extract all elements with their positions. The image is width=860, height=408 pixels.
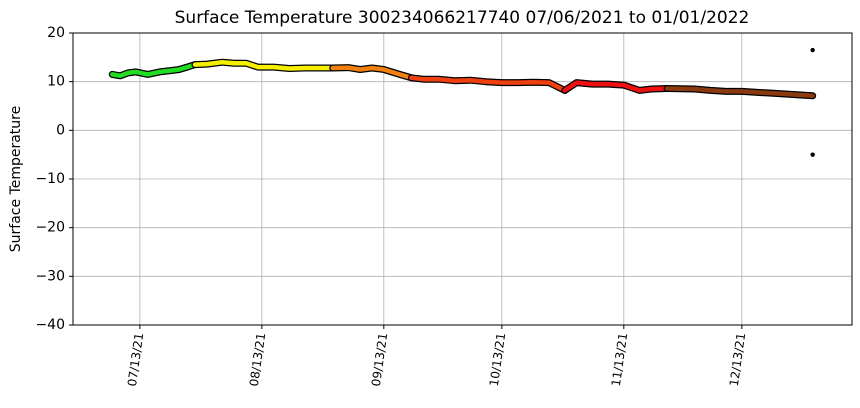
x-tick-label: 11/13/21: [609, 332, 630, 387]
y-tick-label: −10: [35, 171, 65, 187]
y-tick-label: −20: [35, 220, 65, 236]
chart-title: Surface Temperature 300234066217740 07/0…: [175, 8, 750, 28]
point: [810, 152, 815, 157]
line: [330, 65, 414, 81]
y-tick-label: −40: [35, 317, 65, 333]
y-tick-label: 20: [47, 25, 65, 41]
y-tick-label: 0: [56, 122, 65, 138]
line: [409, 75, 568, 93]
y-axis-label: Surface Temperature: [8, 106, 24, 252]
x-tick-label: 08/13/21: [247, 332, 268, 387]
point: [810, 47, 815, 53]
x-tick-label: 10/13/21: [487, 332, 508, 387]
line: [562, 80, 670, 93]
line: [110, 62, 198, 79]
line: [664, 86, 815, 99]
x-tick-label: 07/13/21: [125, 332, 146, 387]
plot-frame: [72, 32, 853, 326]
y-tick-label: −30: [35, 268, 65, 284]
x-tick-label: 12/13/21: [727, 332, 748, 387]
y-tick-label: 10: [47, 74, 65, 90]
x-tick-label: 09/13/21: [369, 332, 390, 387]
line: [192, 59, 335, 71]
